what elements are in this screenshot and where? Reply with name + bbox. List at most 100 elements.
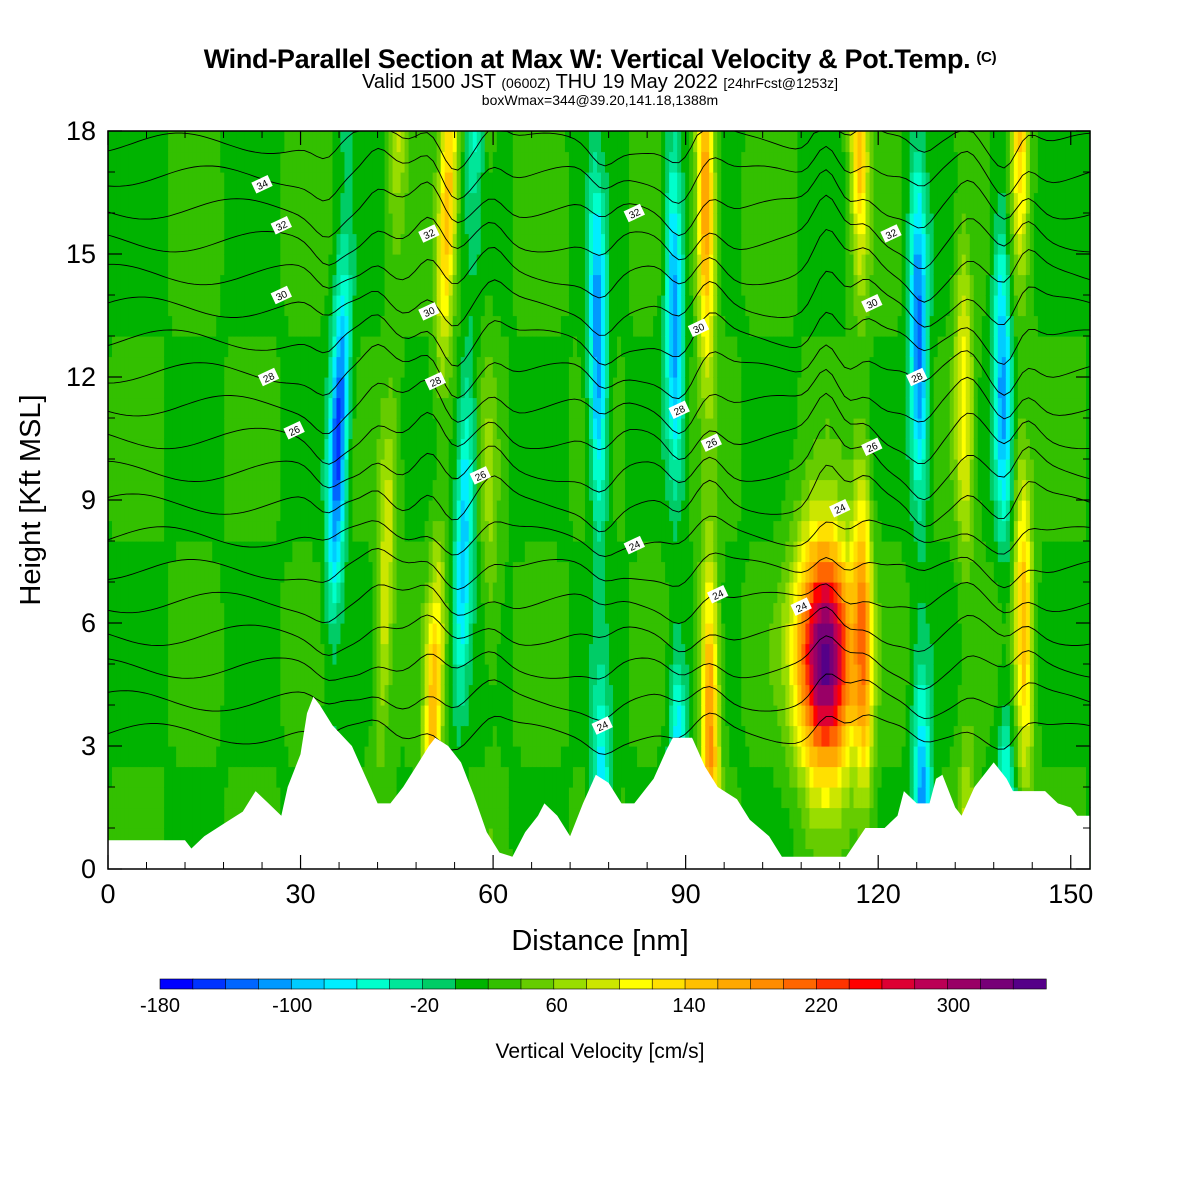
velocity-cell xyxy=(180,828,185,850)
velocity-cell xyxy=(108,377,113,399)
velocity-cell xyxy=(256,254,261,276)
velocity-cell xyxy=(420,295,426,317)
velocity-cell xyxy=(645,664,650,686)
velocity-cell xyxy=(584,541,590,563)
velocity-cell xyxy=(416,295,422,317)
velocity-cell xyxy=(576,315,582,337)
velocity-cell xyxy=(372,705,378,727)
velocity-cell xyxy=(156,500,161,522)
velocity-cell xyxy=(564,213,570,235)
velocity-cell xyxy=(613,418,618,440)
velocity-cell xyxy=(601,561,606,583)
velocity-cell xyxy=(348,479,354,501)
velocity-cell xyxy=(440,602,446,624)
velocity-cell xyxy=(168,315,173,337)
velocity-cell xyxy=(500,561,506,583)
velocity-cell xyxy=(516,828,522,850)
velocity-cell xyxy=(336,377,342,399)
velocity-cell xyxy=(641,479,646,501)
velocity-cell xyxy=(556,643,562,665)
velocity-cell xyxy=(172,705,177,727)
velocity-cell xyxy=(140,418,145,440)
velocity-cell xyxy=(264,725,269,747)
velocity-cell xyxy=(112,623,117,645)
velocity-cell xyxy=(324,274,330,296)
velocity-cell xyxy=(172,664,177,686)
velocity-cell xyxy=(208,254,213,276)
velocity-cell xyxy=(568,500,574,522)
velocity-cell xyxy=(588,705,594,727)
velocity-cell xyxy=(272,500,277,522)
velocity-cell xyxy=(292,274,297,296)
velocity-cell xyxy=(276,459,281,481)
velocity-cell xyxy=(580,295,586,317)
velocity-cell xyxy=(316,254,322,276)
velocity-cell xyxy=(148,336,153,358)
velocity-cell xyxy=(629,582,634,604)
velocity-cell xyxy=(560,356,566,378)
velocity-cell xyxy=(296,684,301,706)
velocity-cell xyxy=(224,418,229,440)
velocity-cell xyxy=(556,356,562,378)
velocity-cell xyxy=(200,479,205,501)
velocity-cell xyxy=(388,315,394,337)
velocity-cell xyxy=(504,213,510,235)
velocity-cell xyxy=(256,397,261,419)
velocity-cell xyxy=(232,541,237,563)
velocity-cell xyxy=(629,438,634,460)
velocity-cell xyxy=(272,418,277,440)
velocity-cell xyxy=(524,684,530,706)
velocity-cell xyxy=(180,684,185,706)
velocity-cell xyxy=(196,561,201,583)
velocity-cell xyxy=(360,397,366,419)
velocity-cell xyxy=(552,274,558,296)
velocity-cell xyxy=(284,151,289,173)
velocity-cell xyxy=(592,151,598,173)
velocity-cell xyxy=(176,233,181,255)
velocity-cell xyxy=(480,336,486,358)
velocity-cell xyxy=(296,725,301,747)
velocity-cell xyxy=(388,131,394,153)
velocity-cell xyxy=(248,479,253,501)
velocity-cell xyxy=(248,725,253,747)
velocity-cell xyxy=(112,192,117,214)
velocity-cell xyxy=(496,684,502,706)
velocity-cell xyxy=(196,274,201,296)
velocity-cell xyxy=(356,623,362,645)
velocity-cell xyxy=(204,356,209,378)
velocity-cell xyxy=(468,356,474,378)
velocity-cell xyxy=(252,684,257,706)
velocity-cell xyxy=(372,438,378,460)
velocity-cell xyxy=(160,725,165,747)
velocity-cell xyxy=(216,479,221,501)
velocity-cell xyxy=(388,459,394,481)
velocity-cell xyxy=(637,520,642,542)
velocity-cell xyxy=(597,377,602,399)
velocity-cell xyxy=(144,725,149,747)
velocity-cell xyxy=(156,541,161,563)
velocity-cell xyxy=(508,643,514,665)
velocity-cell xyxy=(168,664,173,686)
velocity-cell xyxy=(528,315,534,337)
velocity-cell xyxy=(272,643,277,665)
velocity-cell xyxy=(637,479,642,501)
velocity-cell xyxy=(500,438,506,460)
velocity-cell xyxy=(560,541,566,563)
velocity-cell xyxy=(516,213,522,235)
velocity-cell xyxy=(248,459,253,481)
velocity-cell xyxy=(420,131,426,153)
velocity-cell xyxy=(144,479,149,501)
velocity-cell xyxy=(328,684,334,706)
velocity-cell xyxy=(280,233,285,255)
velocity-cell xyxy=(568,684,574,706)
velocity-cell xyxy=(220,664,225,686)
velocity-cell xyxy=(340,377,346,399)
velocity-cell xyxy=(252,213,257,235)
velocity-cell xyxy=(580,520,586,542)
velocity-cell xyxy=(568,807,574,829)
velocity-cell xyxy=(512,356,518,378)
velocity-cell xyxy=(208,356,213,378)
velocity-cell xyxy=(300,438,305,460)
velocity-cell xyxy=(264,274,269,296)
velocity-cell xyxy=(144,295,149,317)
